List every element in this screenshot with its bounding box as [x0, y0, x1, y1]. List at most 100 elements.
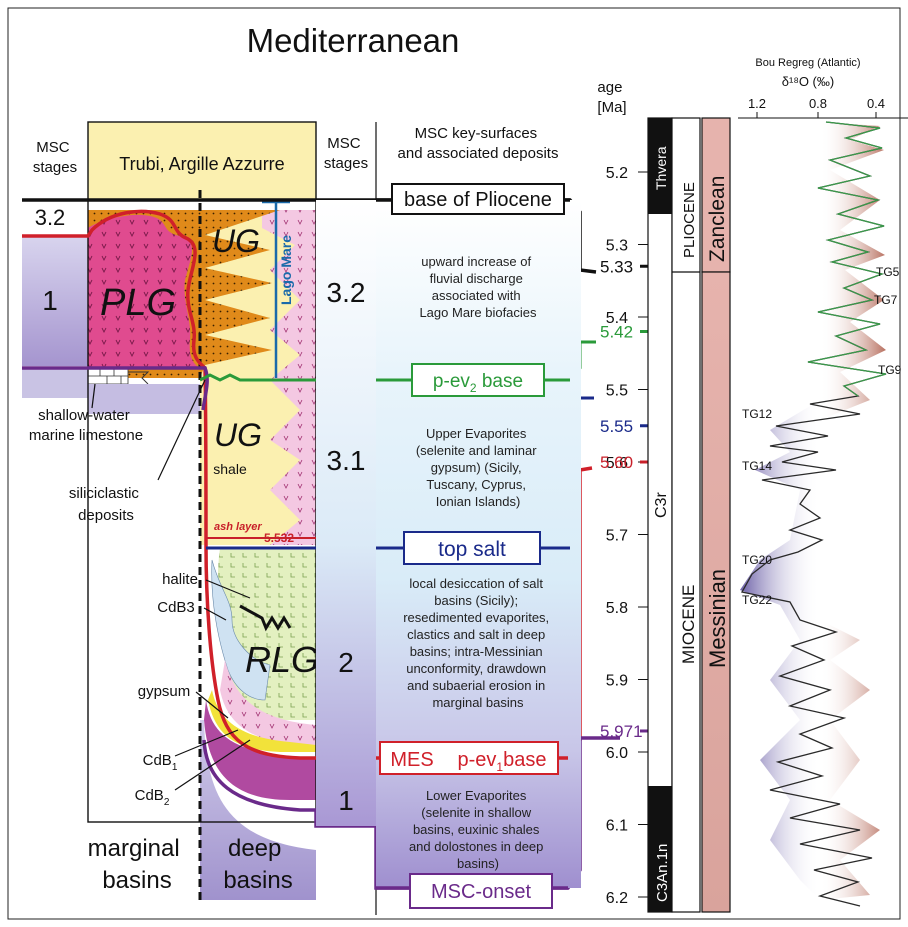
cdb-band: [204, 700, 316, 800]
age-axis: age [Ma] 5.2 5.3 5.4 5.5 5.6 5.7 5.8 5.9 6.0 6.1 6…: [597, 79, 652, 912]
isotope-panel: Bou Regreg (Atlantic) δ¹⁸O (‰) 1.2 0.8 0…: [738, 57, 908, 907]
gypsum-pointer: [195, 691, 229, 719]
tg7-label: TG7: [874, 293, 898, 307]
top-salt-box: [403, 531, 541, 565]
isotope-title: Bou Regreg (Atlantic): [755, 57, 860, 69]
ug-lower-label: UG: [214, 417, 262, 453]
age-marker-label: 5.33: [600, 257, 633, 276]
chrono-columns: Thvera C3r C3An.1n PLIOCENE MIOCENE Zanc…: [647, 117, 731, 913]
c3an1n-bar: [648, 786, 672, 912]
marginal-basins-label: marginal basins: [88, 835, 187, 894]
base-pliocene-box: [391, 183, 565, 215]
age-marker-label: 5.55: [600, 417, 633, 436]
age-markers: 5.33 5.42 5.55 5.60 5.971: [600, 257, 652, 741]
mes-box: [379, 741, 559, 775]
stage-3-2: 3.2: [327, 277, 366, 308]
isotope-axis-label: δ¹⁸O (‰): [782, 74, 834, 89]
cdb2-label: CdB2: [135, 787, 170, 808]
age-tick-label: 5.6: [606, 455, 628, 472]
shallow-limestone-label: shallow-water marine limestone: [29, 407, 143, 444]
cdb1-pointer: [174, 729, 239, 757]
stage-1-left-lower: [22, 368, 88, 398]
mes-line-left: [22, 209, 593, 760]
halite-zigzag: [239, 604, 292, 632]
age-marker-label: 5.42: [600, 323, 633, 342]
age-tick-label: 5.5: [606, 383, 628, 400]
age-marker-label: 5.60: [600, 453, 633, 472]
isotope-curve-green: [807, 121, 887, 397]
age-tick-label: 5.7: [606, 528, 628, 545]
age-ticks: 5.2 5.3 5.4 5.5 5.6 5.7 5.8 5.9 6.0 6.1 6.2: [606, 118, 649, 912]
msc-stages-header-right: MSC stages: [324, 135, 368, 172]
msc-stages-header-left: MSC stages: [33, 139, 77, 176]
iso-tick-0-8: 0.8: [809, 96, 827, 111]
age-marker-label: 5.971: [600, 722, 643, 741]
trubi-header: Trubi, Argille Azzurre: [119, 154, 284, 174]
age-tick-label: 5.3: [606, 238, 628, 255]
stage-column: 3.2 3.1 2 1: [316, 200, 376, 826]
ug-upper-label: UG: [212, 223, 260, 259]
stage-3-2-left: 3.2: [35, 205, 66, 230]
isotope-warm-fill-lower: [820, 620, 880, 900]
deep-basins-label: deep basins: [223, 835, 292, 894]
description-column: base of Pliocene p-ev2 base top salt MES…: [376, 183, 581, 909]
age-tick-label: 5.2: [606, 165, 628, 182]
miocene-label: MIOCENE: [679, 585, 698, 664]
plg-unit: [88, 214, 200, 368]
outer-frame: [7, 7, 901, 920]
age-axis-title: age [Ma]: [597, 79, 626, 116]
tg20-label: TG20: [742, 553, 772, 567]
age-tick-label: 6.2: [606, 890, 628, 907]
left-panel: Lago Mare MSC stages Trubi, Argille Azzu…: [22, 121, 620, 915]
deep-basin-violet: [200, 720, 316, 900]
iso-tick-1-2: 1.2: [748, 96, 766, 111]
ug-lower-sub: shale: [213, 461, 247, 477]
messinian-label: Messinian: [705, 569, 730, 668]
age-tick-label: 6.1: [606, 818, 628, 835]
tg12-label: TG12: [742, 407, 772, 421]
desc-stage-2: local desiccation of salt basins (Sicily…: [403, 576, 553, 710]
limestone-bricks: [87, 367, 150, 385]
desc-stage-3-1: Upper Evaporites (selenite and laminar g…: [416, 426, 540, 509]
marginal-basin-bottom: [88, 780, 200, 820]
cdb2-pointer: [174, 739, 251, 791]
thvera-label: Thvera: [653, 146, 669, 190]
stage-1-left-bg: [22, 236, 88, 366]
age-tick-label: 5.8: [606, 600, 628, 617]
msc-onset-line: [22, 366, 209, 411]
mes-label: MES: [390, 749, 433, 771]
msc-onset-label: MSC-onset: [431, 881, 531, 903]
age-tick-label: 5.4: [606, 310, 628, 327]
messinian-bar: [701, 271, 731, 913]
c3an1n-label: C3An.1n: [654, 844, 671, 902]
zanclean-bar: [701, 117, 731, 273]
key-surfaces-header: MSC key-surfaces and associated deposits: [398, 125, 559, 162]
cdb3-unit: [211, 559, 271, 701]
thvera-bar: [648, 118, 672, 214]
cdb1-label: CdB1: [143, 752, 178, 773]
siliciclastic-label: siliciclastic deposits: [69, 485, 143, 524]
siliciclastic-pointer: [157, 379, 206, 481]
rlg-pink: [220, 660, 316, 745]
lago-mare-label: Lago Mare: [278, 235, 294, 305]
c3r-label: C3r: [653, 492, 670, 518]
gypsum-label: gypsum: [138, 683, 191, 700]
stage-1-left: 1: [42, 285, 58, 316]
isotope-cold-fill: [740, 400, 820, 900]
marginal-lower-violet: [88, 384, 200, 414]
stage-1: 1: [338, 785, 354, 816]
tg22-label: TG22: [742, 593, 772, 607]
stage-2: 2: [338, 647, 354, 678]
isotope-warm-fill: [820, 122, 886, 420]
trubi-block: [88, 122, 316, 200]
ug-pink-evaporite: [262, 210, 316, 545]
msc-onset-box: [409, 873, 553, 909]
cdb3-label: CdB3: [157, 599, 195, 616]
iso-tick-0-4: 0.4: [867, 96, 885, 111]
base-pliocene-label: base of Pliocene: [404, 189, 552, 211]
age-tick-label: 5.9: [606, 673, 628, 690]
ash-layer-age: 5.532: [264, 531, 294, 545]
p-ev1-label: p-ev1base: [458, 749, 547, 774]
halite-pointer: [205, 579, 251, 599]
